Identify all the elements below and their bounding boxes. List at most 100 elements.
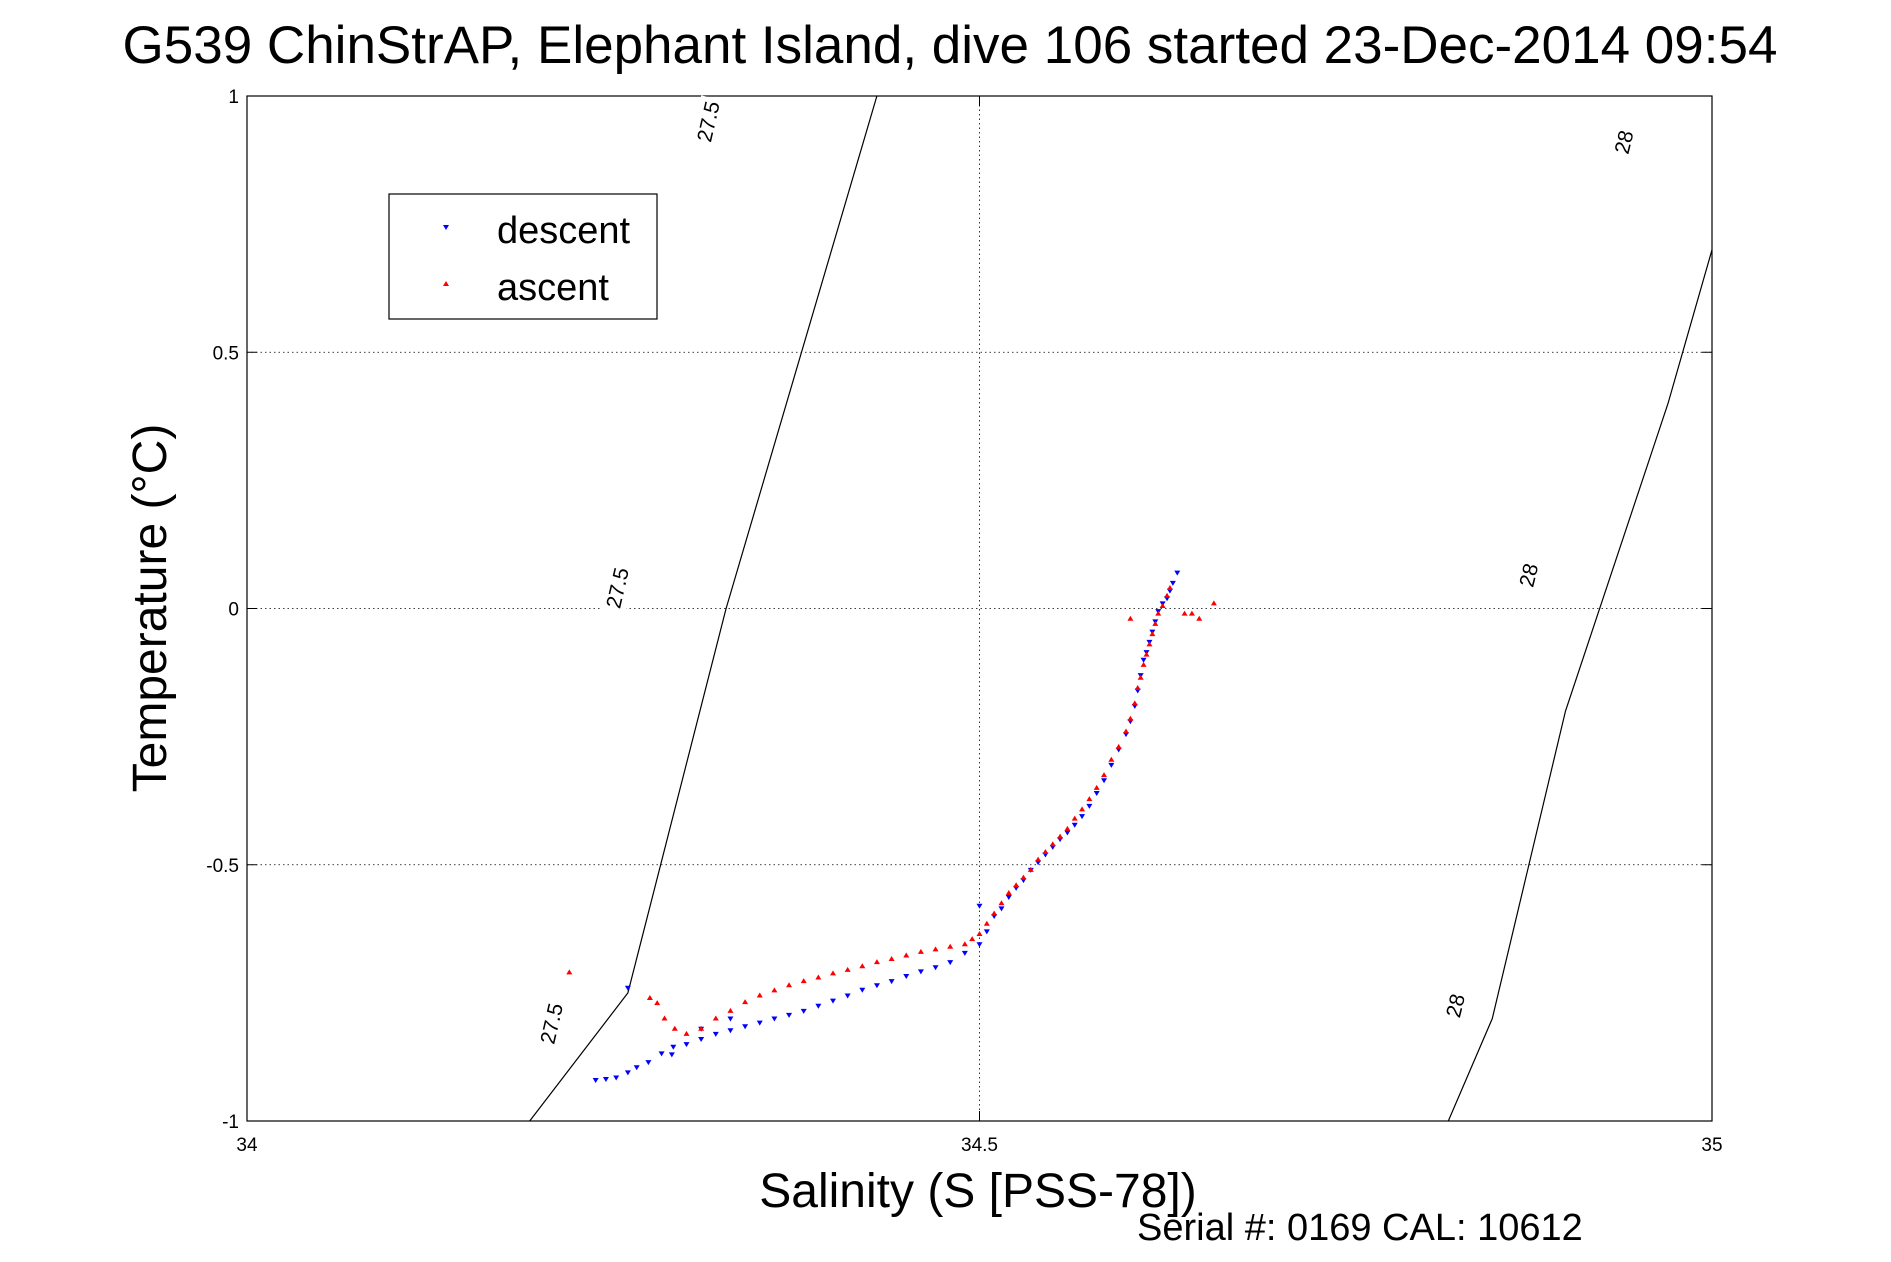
ascent-point — [1166, 585, 1173, 590]
ascent-point — [771, 987, 778, 993]
ascent-point — [756, 992, 763, 998]
serial-cal-footer: Serial #: 0169 CAL: 10612 — [1137, 1207, 1583, 1249]
ascent-point — [961, 941, 968, 947]
ascent-point — [1152, 620, 1159, 626]
contour-label-bg — [1437, 979, 1475, 1033]
descent-point — [670, 1044, 677, 1050]
ascent-point — [786, 982, 793, 988]
descent-point — [592, 1078, 599, 1083]
ascent-point — [1149, 631, 1156, 637]
legend-ascent-marker — [443, 281, 449, 286]
ascent-point — [566, 969, 573, 975]
y-tick-label: 0 — [228, 600, 239, 621]
ascent-point — [1057, 833, 1064, 839]
descent-point — [624, 985, 631, 991]
descent-point — [624, 1070, 631, 1076]
ascent-point — [1005, 889, 1012, 895]
ascent-point — [1181, 610, 1188, 616]
descent-point — [698, 1037, 705, 1042]
descent-point — [998, 906, 1005, 912]
ascent-point — [712, 1015, 719, 1021]
x-tick-label: 35 — [1701, 1135, 1722, 1156]
descent-point — [947, 960, 954, 966]
y-axis-label: Temperature (°C) — [124, 424, 177, 793]
descent-point — [983, 929, 990, 935]
descent-point — [859, 987, 866, 993]
isopycnal-contours — [529, 96, 1712, 1121]
descent-point — [1108, 762, 1115, 768]
ascent-point — [859, 963, 866, 969]
ascent-point — [683, 1030, 690, 1036]
descent-point — [658, 1051, 665, 1057]
descent-point — [1093, 791, 1100, 796]
descent-point — [917, 969, 924, 975]
ascent-point — [1013, 882, 1020, 888]
x-tick-label: 34.5 — [961, 1135, 998, 1156]
legend-descent-label: descent — [497, 210, 631, 252]
ascent-point — [873, 959, 880, 965]
ascent-point — [1127, 615, 1134, 621]
contour-label: 28 — [1442, 992, 1470, 1020]
ascent-point — [1159, 602, 1166, 608]
ascent-point — [800, 978, 807, 984]
axis-ticks: 34 34.5 35 -1 -0.5 0 0.5 1 — [206, 87, 1722, 1156]
ascent-point — [1027, 866, 1034, 872]
ascent-point — [1115, 743, 1122, 749]
descent-point — [645, 1060, 652, 1066]
ascent-point — [998, 900, 1005, 906]
ascent-point — [1042, 848, 1049, 854]
ascent-point — [1155, 610, 1162, 616]
ascent-point — [1131, 700, 1138, 706]
descent-point — [613, 1075, 620, 1081]
ascent-point — [1210, 600, 1217, 606]
descent-point — [932, 965, 939, 971]
ascent-point — [844, 966, 851, 972]
contour-label-bg — [690, 95, 727, 148]
ascent-point — [991, 910, 998, 916]
descent-point — [1064, 830, 1071, 836]
ascent-point — [815, 974, 822, 980]
ascent-point — [976, 930, 983, 936]
descent-point — [830, 998, 836, 1004]
descent-point — [976, 942, 983, 948]
ascent-point — [698, 1025, 705, 1031]
contour-label-bg — [1605, 115, 1643, 169]
descent-point — [727, 1028, 734, 1034]
ascent-point — [1086, 796, 1093, 802]
descent-point — [786, 1012, 793, 1018]
ascent-point — [671, 1025, 678, 1031]
descent-point — [1086, 803, 1093, 809]
grid-lines — [247, 96, 1712, 1121]
y-tick-label: -0.5 — [206, 856, 239, 877]
descent-point — [976, 903, 983, 909]
ascent-point — [1188, 610, 1195, 616]
x-axis-label: Salinity (S [PSS-78]) — [759, 1165, 1196, 1218]
ascent-point — [888, 956, 895, 962]
ascent-point — [1093, 784, 1100, 790]
ascent-point — [830, 970, 836, 976]
legend: descent ascent — [388, 193, 658, 320]
ascent-point — [646, 995, 653, 1000]
descent-point — [771, 1016, 778, 1022]
descent-point — [888, 979, 895, 985]
ascent-point — [1071, 815, 1078, 821]
contour-label-bg — [599, 561, 636, 615]
ascent-point — [727, 1007, 734, 1013]
ascent-point — [1143, 651, 1150, 657]
descent-point — [815, 1003, 822, 1009]
ascent-point — [1079, 806, 1086, 812]
ascent-point — [1108, 756, 1115, 762]
chart-title: G539 ChinStrAP, Elephant Island, dive 10… — [123, 16, 1778, 75]
legend-box — [388, 193, 658, 320]
descent-point — [742, 1024, 749, 1030]
descent-point — [961, 950, 968, 956]
descent-point — [844, 993, 851, 999]
ascent-point — [932, 946, 939, 952]
data-points — [566, 570, 1217, 1083]
ascent-point — [969, 936, 976, 942]
descent-point — [1101, 778, 1108, 784]
ascent-point — [1123, 728, 1129, 734]
ascent-point — [917, 948, 924, 954]
